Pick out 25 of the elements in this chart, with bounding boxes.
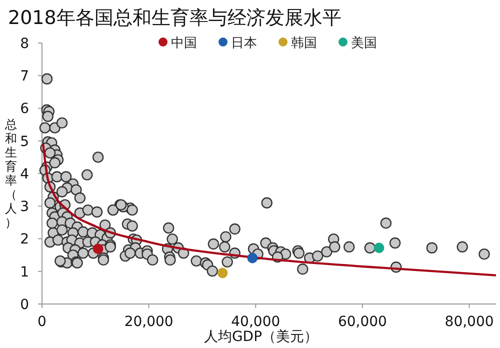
point: [92, 244, 104, 254]
x-tick-label: 40,000: [231, 314, 280, 330]
point: [374, 242, 384, 254]
legend-label: 美国: [351, 35, 377, 51]
x-tick-label: 20,000: [124, 314, 174, 330]
y-tick-label: 2: [20, 232, 29, 248]
legend-label: 韩国: [291, 36, 317, 51]
y-tick-label: 1: [20, 264, 29, 280]
point: [247, 252, 258, 264]
point: [217, 268, 228, 278]
y-tick-label: 8: [20, 36, 29, 52]
y-tick-label: 4: [20, 166, 30, 182]
y-tick-label: 0: [20, 296, 29, 313]
x-axis-title: 人均GDP（美元）: [204, 329, 318, 345]
chart-title: 2018年各国总和生育率与经济发展水平: [8, 7, 342, 29]
y-tick-label: 5: [20, 134, 29, 150]
x-tick-label: 0: [38, 314, 46, 330]
x-tick-label: 60,000: [338, 314, 387, 330]
y-tick-label: 7: [20, 68, 29, 85]
legend-label: 中国: [171, 36, 197, 51]
x-tick-label: 80,000: [444, 314, 494, 330]
y-tick-label: 3: [20, 199, 29, 216]
legend-label: 日本: [231, 36, 257, 51]
y-tick-label: 6: [20, 101, 30, 118]
y-axis-title: 总和生育率（人）: [4, 118, 17, 230]
